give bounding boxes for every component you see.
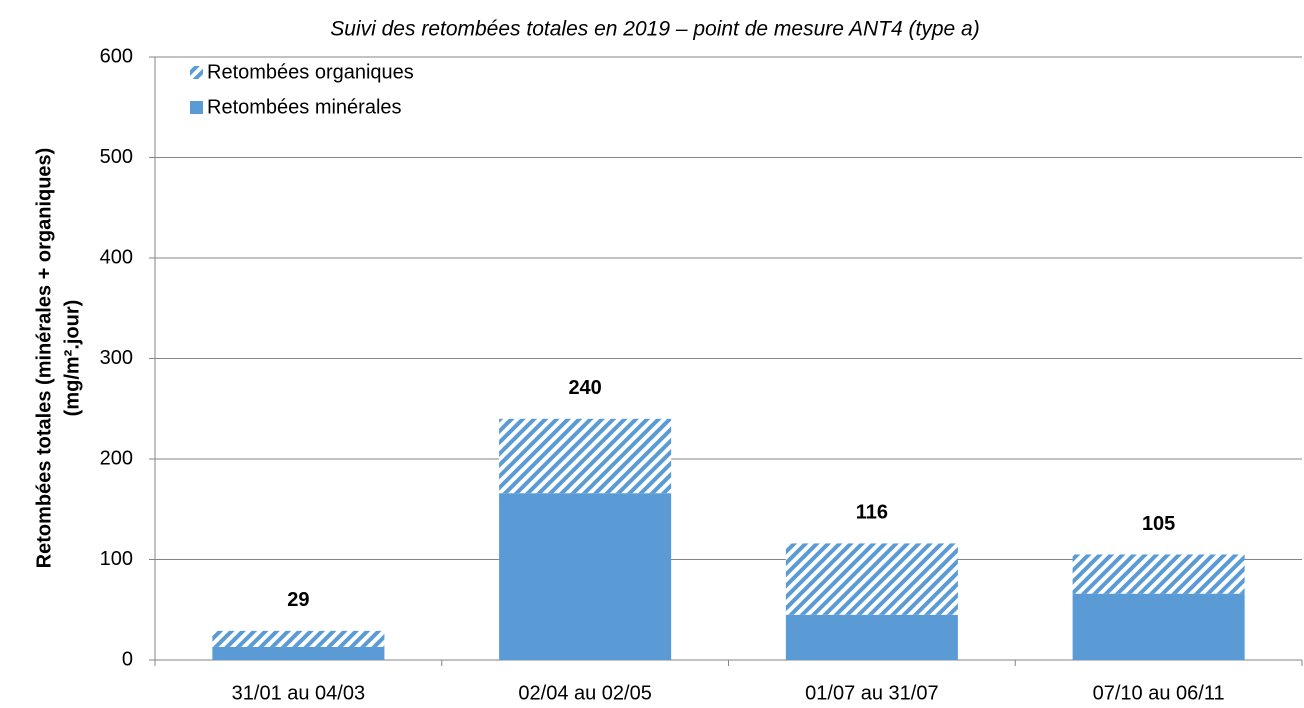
y-axis-title: Retombées totales (minérales + organique… — [33, 148, 55, 569]
x-tick-label: 07/10 au 06/11 — [1093, 682, 1225, 704]
bar-segment — [785, 543, 958, 615]
bar-segment — [1072, 593, 1245, 660]
y-axis-title: (mg/m².jour) — [61, 300, 83, 417]
total-label: 29 — [287, 589, 309, 611]
legend-swatch — [190, 66, 203, 79]
y-tick-label: 200 — [100, 447, 133, 469]
legend-swatch — [190, 101, 203, 114]
bar-segment — [212, 630, 385, 647]
bar-segment — [212, 646, 385, 660]
total-label: 116 — [856, 502, 888, 524]
x-tick-label: 02/04 au 02/05 — [518, 682, 651, 704]
bar-segment — [499, 493, 672, 660]
total-label: 105 — [1142, 513, 1175, 535]
y-tick-label: 300 — [100, 347, 133, 369]
y-tick-label: 100 — [100, 548, 133, 570]
y-tick-label: 500 — [100, 146, 133, 168]
chart-title: Suivi des retombées totales en 2019 – po… — [330, 18, 979, 41]
legend-label: Retombées minérales — [207, 96, 402, 118]
y-tick-label: 400 — [100, 246, 133, 268]
bar-segment — [785, 614, 958, 660]
bar-segment — [499, 418, 672, 494]
x-tick-label: 01/07 au 31/07 — [805, 682, 938, 704]
bar-segment — [1072, 554, 1245, 594]
total-label: 240 — [568, 377, 601, 399]
legend-label: Retombées organiques — [207, 61, 414, 83]
y-tick-label: 0 — [122, 648, 133, 670]
x-tick-label: 31/01 au 04/03 — [232, 682, 365, 704]
y-tick-label: 600 — [100, 45, 133, 67]
